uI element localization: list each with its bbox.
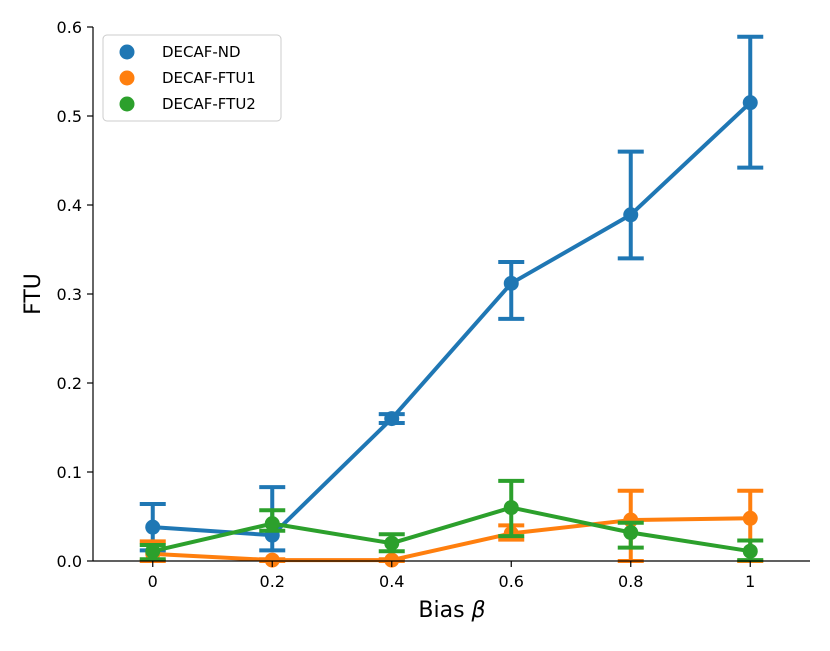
y-tick-label: 0.4 <box>57 196 82 215</box>
data-point <box>384 411 400 427</box>
data-point <box>742 543 758 559</box>
data-point <box>145 519 161 535</box>
axis-ticks: 0 0.2 0.4 0.6 0.8 1 0.0 0.1 0.2 0.3 0.4 0.5 0.6 <box>57 18 756 591</box>
x-tick-label: 0.4 <box>379 572 404 591</box>
legend-marker-decaf-nd <box>119 44 135 60</box>
legend-label-decaf-nd: DECAF-ND <box>162 43 241 61</box>
data-point <box>145 543 161 559</box>
series-line <box>150 505 753 554</box>
x-tick-label: 0 <box>148 572 158 591</box>
data-point <box>503 500 519 516</box>
legend-label-decaf-ftu1: DECAF-FTU1 <box>162 69 256 87</box>
x-tick-label: 0.8 <box>618 572 643 591</box>
x-tick-label: 0.2 <box>260 572 285 591</box>
series-line <box>150 516 753 563</box>
y-tick-label: 0.6 <box>57 18 82 37</box>
x-axis-title-symbol: β <box>471 598 486 623</box>
data-point <box>264 552 280 568</box>
legend: DECAF-ND DECAF-FTU1 DECAF-FTU2 <box>102 34 282 122</box>
series-decaf-ftu1 <box>139 488 764 568</box>
legend-label-decaf-ftu2: DECAF-FTU2 <box>162 95 256 113</box>
data-point <box>623 525 639 541</box>
legend-marker-decaf-ftu2 <box>119 96 135 112</box>
y-axis-title: FTU <box>21 273 46 315</box>
y-tick-label: 0.5 <box>57 107 82 126</box>
legend-marker-decaf-ftu1 <box>119 70 135 86</box>
data-point <box>742 95 758 111</box>
data-point <box>503 275 519 291</box>
data-point <box>384 552 400 568</box>
series-decaf-nd <box>139 34 764 553</box>
legend-frame <box>102 34 282 122</box>
x-axis-title: Bias β <box>418 598 485 623</box>
data-point <box>384 535 400 551</box>
data-point <box>623 207 639 223</box>
y-tick-label: 0.0 <box>57 552 82 571</box>
x-tick-label: 1 <box>745 572 755 591</box>
plot-area <box>139 34 764 568</box>
y-tick-label: 0.3 <box>57 285 82 304</box>
x-tick-label: 0.6 <box>499 572 524 591</box>
series-decaf-ftu2 <box>139 478 764 563</box>
data-point <box>742 510 758 526</box>
series-line <box>150 100 753 538</box>
y-tick-label: 0.1 <box>57 463 82 482</box>
y-tick-label: 0.2 <box>57 374 82 393</box>
data-point <box>264 516 280 532</box>
